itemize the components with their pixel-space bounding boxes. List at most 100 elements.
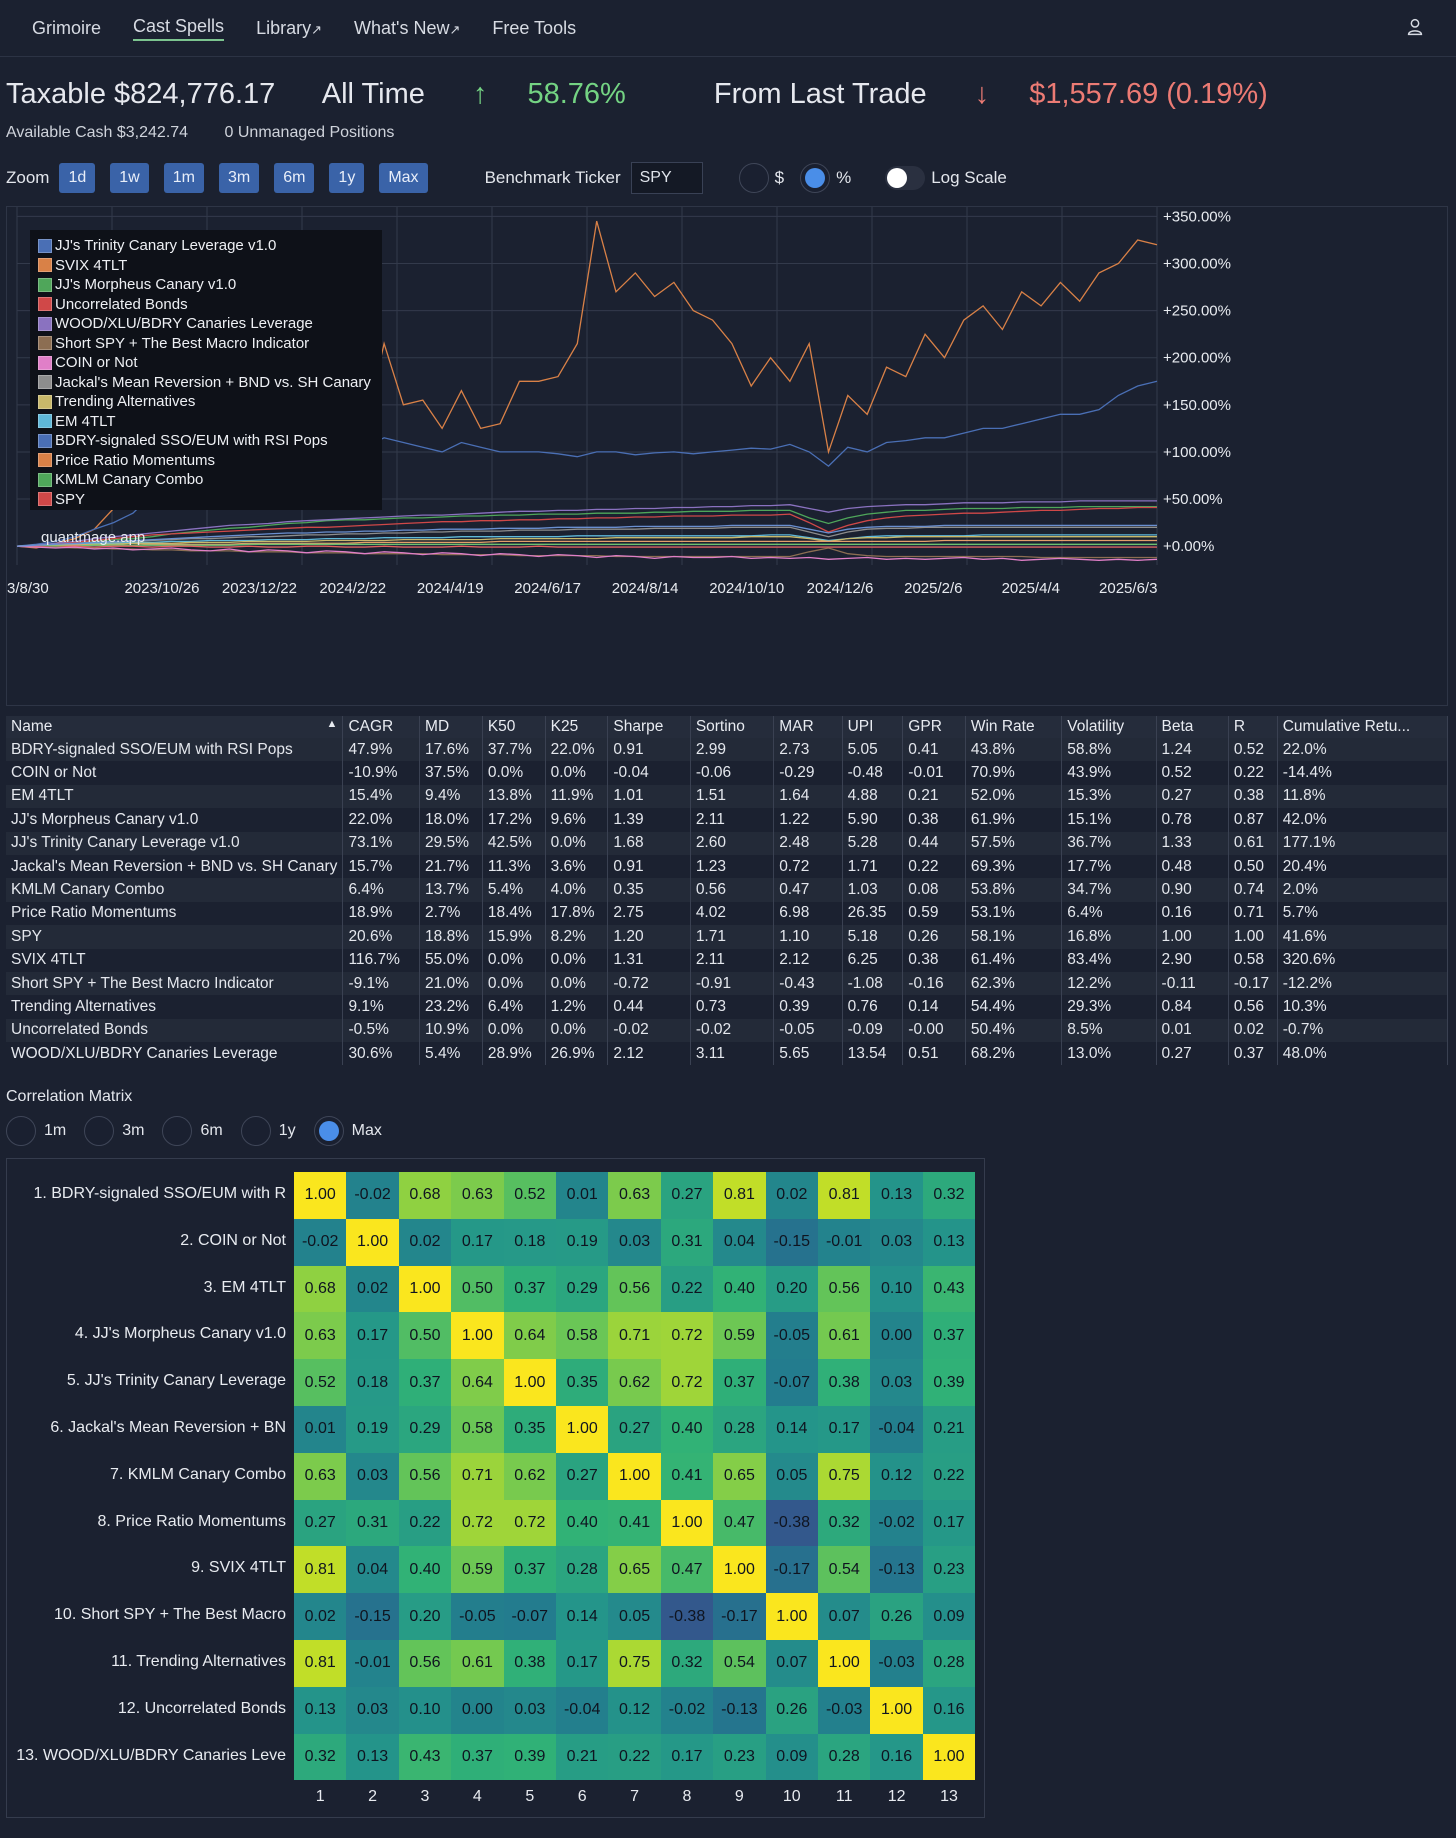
nav-whats-new[interactable]: What's New↗ <box>354 18 460 39</box>
dollar-label: $ <box>774 168 785 187</box>
matrix-row-label: 5. JJ's Trinity Canary Leverage <box>66 1372 286 1390</box>
dollar-radio[interactable] <box>738 163 769 193</box>
zoom-1d-button[interactable]: 1d <box>59 163 96 193</box>
table-row[interactable]: BDRY-signaled SSO/EUM with RSI Pops 47.9%… <box>6 738 1449 762</box>
nav-cast-spells[interactable]: Cast Spells <box>133 16 225 41</box>
user-icon[interactable] <box>1404 16 1426 38</box>
legend-item[interactable]: JJ's Trinity Canary Leverage v1.0 <box>38 236 374 256</box>
table-cell: 11.9% <box>545 784 609 809</box>
benchmark-ticker-input[interactable] <box>630 162 703 194</box>
table-cell: 1.23 <box>690 854 775 879</box>
nav-library[interactable]: Library↗ <box>256 18 322 39</box>
x-tick-label: 3/8/30 <box>7 580 49 597</box>
legend-swatch <box>38 277 52 292</box>
zoom-3m-button[interactable]: 3m <box>218 163 260 193</box>
legend-item[interactable]: KMLM Canary Combo <box>38 470 374 490</box>
period-6m-radio[interactable] <box>162 1116 193 1146</box>
zoom-1y-button[interactable]: 1y <box>329 163 365 193</box>
matrix-row-label: 6. Jackal's Mean Reversion + BN <box>50 1419 286 1436</box>
legend-item[interactable]: BDRY-signaled SSO/EUM with RSI Pops <box>38 431 374 451</box>
table-row[interactable]: Jackal's Mean Reversion + BND vs. SH Can… <box>6 854 1449 879</box>
table-row[interactable]: SPY 20.6% 18.8% 15.9% 8.2% 1.20 1.71 1.10 5.18 0.… <box>6 925 1449 949</box>
arrow-down-icon: ↓ <box>974 78 990 110</box>
zoom-1w-button[interactable]: 1w <box>110 163 149 193</box>
table-cell: 29.3% <box>1061 995 1157 1019</box>
nav-grimoire[interactable]: Grimoire <box>32 17 102 38</box>
matrix-cell: 0.17 <box>451 1218 504 1266</box>
table-cell: JJ's Trinity Canary Leverage v1.0 <box>6 831 344 855</box>
legend-item[interactable]: Short SPY + The Best Macro Indicator <box>38 334 374 354</box>
table-cell: 9.6% <box>545 808 609 832</box>
column-header[interactable]: R <box>1228 716 1278 738</box>
period-1y-radio[interactable] <box>240 1116 271 1146</box>
table-row[interactable]: Trending Alternatives 9.1% 23.2% 6.4% 1.2% 0.… <box>6 995 1449 1019</box>
log-scale-toggle[interactable] <box>885 166 926 190</box>
table-cell: 0.27 <box>1156 1042 1229 1066</box>
legend-item[interactable]: Jackal's Mean Reversion + BND vs. SH Can… <box>38 373 374 393</box>
table-cell: 1.10 <box>773 925 843 949</box>
legend-item[interactable]: Price Ratio Momentums <box>38 451 374 471</box>
table-row[interactable]: Price Ratio Momentums 18.9% 2.7% 18.4% 17.8%… <box>6 901 1449 926</box>
column-header[interactable]: GPR <box>902 716 966 738</box>
performance-chart[interactable]: +350.00% +300.00% +250.00% +200.00% +150.00%… <box>6 206 1448 706</box>
column-header[interactable]: K50 <box>482 716 546 738</box>
column-header[interactable]: Cumulative Retu... <box>1277 716 1449 738</box>
matrix-cell: 0.09 <box>922 1593 976 1640</box>
table-cell: BDRY-signaled SSO/EUM with RSI Pops <box>6 738 344 762</box>
table-cell: 53.1% <box>965 901 1063 926</box>
table-row[interactable]: JJ's Morpheus Canary v1.0 22.0% 18.0% 17.2%… <box>6 808 1449 832</box>
legend-item[interactable]: SPY <box>38 490 374 510</box>
table-cell: 15.7% <box>342 854 421 879</box>
legend-item[interactable]: WOOD/XLU/BDRY Canaries Leverage <box>38 314 374 334</box>
table-row[interactable]: Short SPY + The Best Macro Indicator -9.1… <box>6 971 1449 996</box>
column-header[interactable]: Sortino <box>690 716 775 738</box>
column-header[interactable]: K25 <box>545 716 609 738</box>
matrix-cell: -0.15 <box>346 1593 399 1640</box>
stats-header-row: Name ▲ CAGR MD K50 K25 Sharpe Sortino MAR UPI GPR W… <box>6 716 1449 738</box>
column-header[interactable]: Volatility <box>1061 716 1157 738</box>
matrix-col-label: 7 <box>630 1788 640 1805</box>
period-1m-radio[interactable] <box>6 1116 36 1146</box>
matrix-col-label: 2 <box>368 1788 378 1805</box>
column-header[interactable]: UPI <box>842 716 904 738</box>
column-header[interactable]: Win Rate <box>965 716 1063 738</box>
legend-item[interactable]: SVIX 4TLT <box>38 256 374 276</box>
legend-label: Price Ratio Momentums <box>55 451 216 469</box>
period-max-radio[interactable] <box>313 1116 344 1146</box>
matrix-cell: 0.32 <box>922 1172 976 1219</box>
legend-item[interactable]: EM 4TLT <box>38 412 374 432</box>
column-header[interactable]: MD <box>419 716 483 738</box>
zoom-1m-button[interactable]: 1m <box>163 163 204 193</box>
matrix-cell: 0.37 <box>451 1733 504 1781</box>
column-header[interactable]: CAGR <box>342 716 421 738</box>
table-cell: 26.35 <box>842 901 904 926</box>
table-cell: 0.58 <box>1228 948 1278 972</box>
table-row[interactable]: WOOD/XLU/BDRY Canaries Leverage 30.6% 5.4%… <box>6 1042 1449 1066</box>
percent-radio[interactable] <box>800 163 831 193</box>
table-row[interactable]: KMLM Canary Combo 6.4% 13.7% 5.4% 4.0% 0.35 0.… <box>6 878 1449 902</box>
period-3m-radio[interactable] <box>84 1116 115 1146</box>
matrix-cell: 0.07 <box>818 1593 871 1640</box>
column-header[interactable]: Name ▲ <box>6 716 344 738</box>
table-row[interactable]: Uncorrelated Bonds -0.5% 10.9% 0.0% 0.0% -0.0… <box>6 1018 1449 1043</box>
column-header[interactable]: Sharpe <box>607 716 691 738</box>
legend-item[interactable]: JJ's Morpheus Canary v1.0 <box>38 275 374 295</box>
table-row[interactable]: EM 4TLT 15.4% 9.4% 13.8% 11.9% 1.01 1.51 1.64 4.… <box>6 784 1449 809</box>
legend-item[interactable]: Uncorrelated Bonds <box>38 295 374 315</box>
table-row[interactable]: COIN or Not -10.9% 37.5% 0.0% 0.0% -0.04 -0.06… <box>6 761 1449 785</box>
matrix-cell: 0.63 <box>294 1452 347 1500</box>
table-cell: 62.3% <box>965 971 1063 996</box>
table-row[interactable]: SVIX 4TLT 116.7% 55.0% 0.0% 0.0% 1.31 2.11 2.12… <box>6 948 1449 972</box>
table-cell: 1.71 <box>842 854 904 879</box>
zoom-6m-button[interactable]: 6m <box>274 163 315 193</box>
legend-item[interactable]: COIN or Not <box>38 353 374 373</box>
legend-swatch <box>38 375 52 390</box>
matrix-cell: 0.71 <box>451 1452 504 1500</box>
column-header[interactable]: Beta <box>1156 716 1229 738</box>
legend-item[interactable]: Trending Alternatives <box>38 392 374 412</box>
table-cell: 2.48 <box>773 831 843 855</box>
table-row[interactable]: JJ's Trinity Canary Leverage v1.0 73.1% 29… <box>6 831 1449 855</box>
column-header[interactable]: MAR <box>773 716 843 738</box>
zoom-max-button[interactable]: Max <box>379 163 428 193</box>
nav-free-tools[interactable]: Free Tools <box>492 17 577 38</box>
